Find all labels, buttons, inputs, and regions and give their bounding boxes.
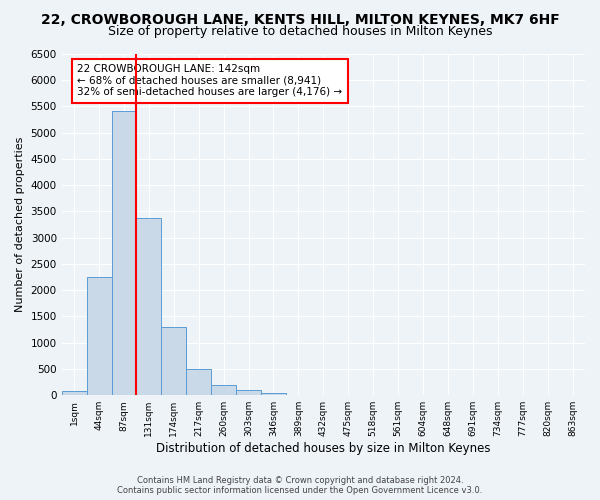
Bar — [261, 392, 286, 395]
Bar — [86, 277, 112, 395]
X-axis label: Distribution of detached houses by size in Milton Keynes: Distribution of detached houses by size … — [156, 442, 491, 455]
Text: Size of property relative to detached houses in Milton Keynes: Size of property relative to detached ho… — [108, 25, 492, 38]
Bar — [136, 218, 161, 395]
Bar — [211, 386, 236, 395]
Text: 22 CROWBOROUGH LANE: 142sqm
← 68% of detached houses are smaller (8,941)
32% of : 22 CROWBOROUGH LANE: 142sqm ← 68% of det… — [77, 64, 343, 98]
Bar — [186, 370, 211, 395]
Bar — [62, 392, 86, 395]
Y-axis label: Number of detached properties: Number of detached properties — [15, 137, 25, 312]
Bar — [236, 390, 261, 395]
Text: 22, CROWBOROUGH LANE, KENTS HILL, MILTON KEYNES, MK7 6HF: 22, CROWBOROUGH LANE, KENTS HILL, MILTON… — [41, 12, 559, 26]
Text: Contains HM Land Registry data © Crown copyright and database right 2024.
Contai: Contains HM Land Registry data © Crown c… — [118, 476, 482, 495]
Bar — [161, 327, 186, 395]
Bar — [112, 110, 136, 395]
